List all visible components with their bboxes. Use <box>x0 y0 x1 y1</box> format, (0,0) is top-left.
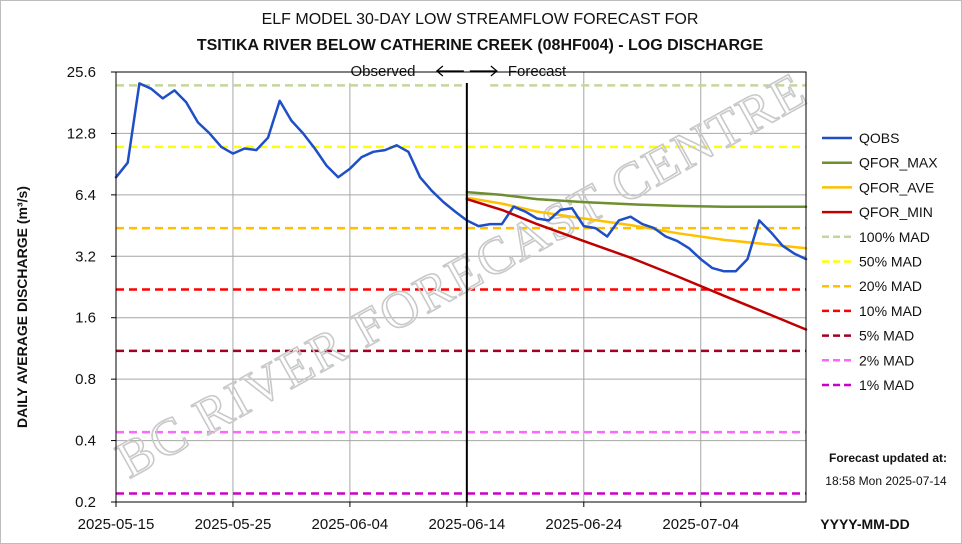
legend-label: QFOR_MIN <box>859 204 933 220</box>
y-axis-ticks: 0.2 0.4 0.8 1.6 3.2 6.4 12.8 25.6 <box>67 64 116 511</box>
legend-label: 10% MAD <box>859 303 922 319</box>
y-tick-label: 0.4 <box>75 433 96 450</box>
legend: QOBS QFOR_MAX QFOR_AVE QFOR_MIN 100% MAD 50% … <box>822 130 938 393</box>
legend-label: 20% MAD <box>859 278 922 294</box>
legend-label: 2% MAD <box>859 352 914 368</box>
x-tick-label: 2025-06-24 <box>545 516 622 533</box>
mad-threshold-lines <box>116 84 806 495</box>
x-tick-label: 2025-06-04 <box>312 516 389 533</box>
series-line <box>465 197 808 331</box>
forecast-updated-time: 18:58 Mon 2025-07-14 <box>825 474 947 488</box>
y-tick-label: 6.4 <box>75 187 96 204</box>
y-tick-label: 25.6 <box>67 64 96 81</box>
legend-label: 100% MAD <box>859 229 930 245</box>
x-tick-label: 2025-05-15 <box>78 516 155 533</box>
x-tick-label: 2025-07-04 <box>662 516 739 533</box>
y-axis-label: DAILY AVERAGE DISCHARGE (m³/s) <box>14 186 30 428</box>
legend-label: QOBS <box>859 130 899 146</box>
series-line <box>114 82 808 273</box>
y-tick-label: 3.2 <box>75 248 96 265</box>
legend-label: QFOR_MAX <box>859 155 938 171</box>
arrow-head <box>435 65 444 77</box>
chart-subtitle: TSITIKA RIVER BELOW CATHERINE CREEK (08H… <box>197 37 764 54</box>
plot-area <box>115 71 807 503</box>
legend-label: QFOR_AVE <box>859 179 934 195</box>
x-axis-ticks: 2025-05-15 2025-05-25 2025-06-04 2025-06-14… <box>78 502 739 533</box>
watermark: BC RIVER FORECAST CENTRE <box>107 62 816 490</box>
y-tick-label: 0.2 <box>75 494 96 511</box>
arrow-left-icon <box>435 65 464 77</box>
forecast-updated-label: Forecast updated at: <box>829 451 947 465</box>
series-lines <box>114 82 808 331</box>
x-tick-label: 2025-05-25 <box>195 516 272 533</box>
chart-title: ELF MODEL 30-DAY LOW STREAMFLOW FORECAST… <box>262 11 699 28</box>
observed-forecast-annotation: Observed Forecast <box>334 63 580 83</box>
x-tick-label: 2025-06-14 <box>428 516 505 533</box>
legend-label: 1% MAD <box>859 377 914 393</box>
arrow-head <box>490 65 498 77</box>
y-tick-label: 1.6 <box>75 310 96 327</box>
legend-label: 50% MAD <box>859 254 922 270</box>
y-tick-label: 12.8 <box>67 125 96 142</box>
y-tick-label: 0.8 <box>75 371 96 388</box>
arrow-right-icon <box>469 65 498 77</box>
series-line <box>465 190 808 208</box>
legend-label: 5% MAD <box>859 328 914 344</box>
x-axis-label: YYYY-MM-DD <box>820 516 909 532</box>
